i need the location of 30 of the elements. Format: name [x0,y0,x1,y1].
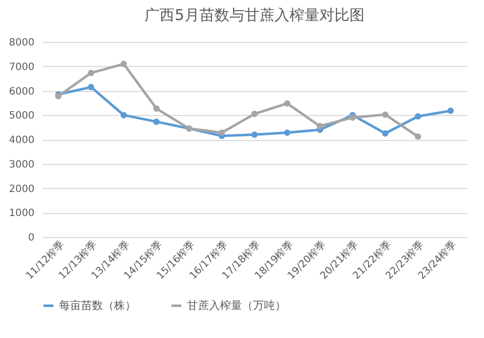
point [88,84,94,90]
point [120,60,127,68]
y-tick-label: 8000 [9,38,34,48]
legend-label: 甘蔗入榨量（万吨） [187,298,286,312]
y-tick-label: 3000 [9,159,34,170]
point [153,118,160,125]
point [349,114,356,121]
y-tick-label: 2000 [9,184,34,195]
point [382,130,388,137]
point [153,105,160,112]
point [414,113,422,120]
y-tick-label: 5000 [9,110,34,122]
y-tick-label: 4000 [9,135,34,146]
y-tick-label: 6000 [9,86,34,98]
point [414,133,422,140]
point [316,122,324,130]
point [382,111,388,118]
point [447,108,454,114]
point [88,70,94,76]
point [284,100,290,107]
point [120,112,127,118]
y-tick-label: 1000 [9,208,34,220]
point [251,110,258,118]
point [218,130,225,136]
chart-title: 广西5月苗数与甘蔗入榨量对比图 [144,6,364,24]
legend-label: 每亩苗数（株） [59,298,136,312]
point [284,130,290,136]
y-tick-label: 7000 [9,62,34,73]
y-tick-label: 0 [28,232,34,244]
point [251,131,258,138]
